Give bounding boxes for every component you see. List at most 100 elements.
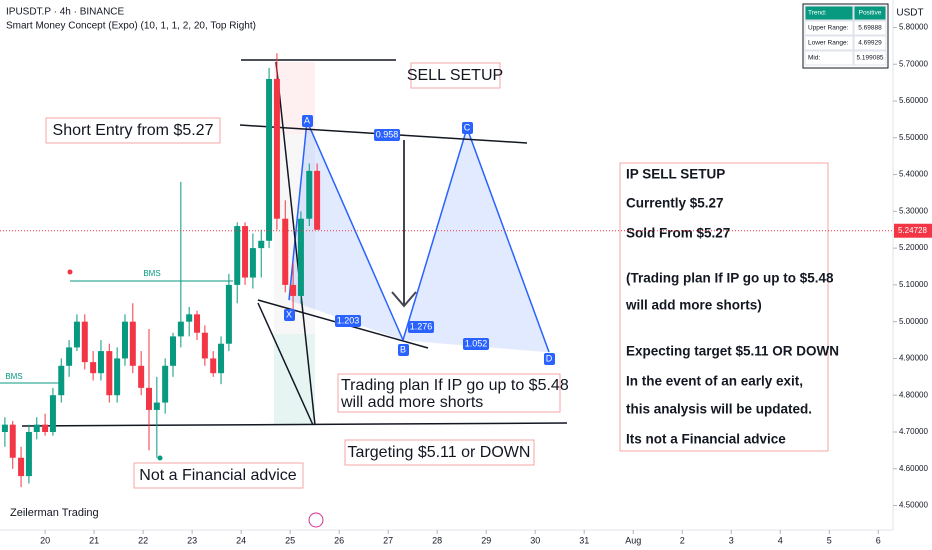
candle-body <box>90 362 97 374</box>
y-tick-label: 5.50000 <box>899 133 928 142</box>
point-label: D <box>546 353 553 363</box>
summary-line: Its not a Financial advice <box>626 432 786 447</box>
x-tick-label: 3 <box>729 535 734 545</box>
target-zone <box>274 334 315 424</box>
x-tick-label: 31 <box>579 535 589 545</box>
candle-body <box>282 218 289 285</box>
trend-line <box>275 61 316 426</box>
event-icon <box>308 512 324 528</box>
summary-line: Currently $5.27 <box>626 196 724 211</box>
annotation: Trading plan If IP go up to $5.48 <box>341 377 569 394</box>
x-tick-label: 27 <box>383 535 393 545</box>
candle-body <box>73 321 80 348</box>
y-tick-label: 4.70000 <box>899 427 928 436</box>
summary-line: (Trading plan If IP go up to $5.48 <box>626 271 834 286</box>
point-tag <box>284 309 295 321</box>
annotation-box <box>45 117 221 144</box>
candle-body <box>170 336 177 366</box>
x-tick-label: Aug <box>625 535 641 545</box>
summary-line: Expecting target $5.11 OR DOWN <box>626 344 839 359</box>
candle-body <box>225 284 232 344</box>
candle-body <box>210 358 217 374</box>
chart-title: IPUSDT.P · 4h · BINANCE <box>6 7 125 18</box>
ratio-tag <box>374 129 400 141</box>
y-tick-label: 4.50000 <box>899 501 928 510</box>
annotation-box <box>410 62 501 89</box>
candle-body <box>234 226 241 285</box>
last-price-tag <box>894 223 932 238</box>
annotation-box <box>619 162 829 452</box>
candle-body <box>66 347 73 366</box>
summary-line: IP SELL SETUP <box>626 167 725 182</box>
x-tick-label: 30 <box>530 535 540 545</box>
ratio-label: 1.052 <box>465 338 488 348</box>
trend-line <box>257 302 314 426</box>
summary: IP SELL SETUP Currently $5.27 Sold From $5… <box>625 167 839 447</box>
annotation-box <box>337 373 561 413</box>
candle-body <box>201 332 208 359</box>
ratio-tag <box>463 338 489 350</box>
annotation: Targeting $5.11 or DOWN <box>348 444 531 461</box>
point-label: C <box>464 122 471 132</box>
arrow-head <box>391 291 417 308</box>
point-label: X <box>286 309 292 319</box>
summary-line: this analysis will be updated. <box>626 402 812 417</box>
table-text: 5.69888 <box>858 25 882 32</box>
y-tick-label: 5.60000 <box>899 96 928 105</box>
table-cell <box>853 20 887 36</box>
table-text: Upper Range: <box>808 25 849 32</box>
annotation: Not a Financial advice <box>139 467 297 484</box>
candle-body <box>33 424 40 432</box>
candle-body <box>314 170 321 230</box>
point-tag <box>544 353 555 365</box>
swing-dot <box>67 269 73 275</box>
point-label: B <box>400 344 406 354</box>
table-text: Lower Range: <box>808 40 849 47</box>
indicator-name: Smart Money Concept (Expo) (10, 1, 1, 2,… <box>6 21 256 32</box>
x-tick-label: 28 <box>432 535 442 545</box>
candle-body <box>18 457 25 477</box>
candle-body <box>162 365 169 403</box>
y-tick-label: 5.30000 <box>899 206 928 215</box>
annotation: Short Entry from $5.27 <box>53 122 214 139</box>
x-tick-label: 21 <box>89 535 99 545</box>
candle-body <box>258 240 265 249</box>
info-table: Trend: Positive Upper Range: 5.69888 Lower R… <box>802 3 889 69</box>
table-cell <box>804 50 854 66</box>
candle-body <box>1 424 8 432</box>
summary-line: will add more shorts) <box>625 298 762 313</box>
table-text: 4.69929 <box>858 40 882 47</box>
point-tag <box>302 115 313 127</box>
candles <box>1 53 321 488</box>
candle-body <box>266 78 273 241</box>
trend-line <box>21 422 568 427</box>
candle-body <box>25 431 32 477</box>
candle-body <box>186 314 193 322</box>
x-tick-label: 22 <box>138 535 148 545</box>
summary-line: In the event of an early exit, <box>626 374 803 389</box>
x-tick-label: 29 <box>481 535 491 545</box>
candle-body <box>49 395 56 432</box>
leg-cd <box>466 127 550 353</box>
x-tick-label: 23 <box>187 535 197 545</box>
point-tag <box>462 122 473 134</box>
x-tick-label: 24 <box>236 535 246 545</box>
table-text: Mid: <box>808 55 820 62</box>
candle-body <box>81 321 88 363</box>
y-tick-label: 5.70000 <box>899 59 928 68</box>
candle-body <box>153 402 160 410</box>
bms-label: BMS <box>143 269 160 278</box>
candle-body <box>273 78 280 219</box>
candle-body <box>290 284 297 296</box>
table-text: 5.199085 <box>856 55 883 62</box>
ratio-label: 0.958 <box>376 129 399 139</box>
candle-body <box>218 343 225 374</box>
y-tick-label: 5.40000 <box>899 170 928 179</box>
candle-body <box>9 424 16 458</box>
candle-body <box>306 170 313 219</box>
y-tick-label: 5.10000 <box>899 280 928 289</box>
y-tick-label: 5.00000 <box>899 317 928 326</box>
ratio-label: 1.276 <box>410 321 433 331</box>
x-tick-label: 6 <box>876 535 881 545</box>
swing-dot <box>157 455 163 461</box>
